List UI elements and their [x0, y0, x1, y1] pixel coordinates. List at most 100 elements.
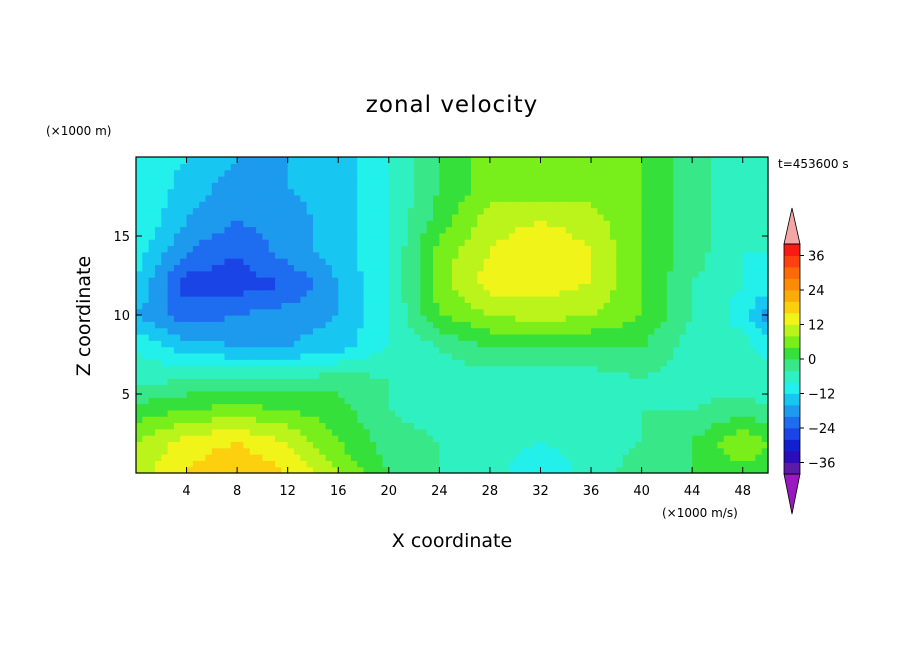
- heatmap-cell: [553, 460, 561, 468]
- heatmap-cell: [388, 378, 396, 386]
- heatmap-cell: [439, 447, 447, 455]
- heatmap-cell: [281, 321, 289, 329]
- heatmap-cell: [306, 384, 314, 392]
- heatmap-cell: [660, 409, 668, 417]
- heatmap-cell: [243, 321, 251, 329]
- heatmap-cell: [597, 397, 605, 405]
- heatmap-cell: [578, 428, 586, 436]
- heatmap-cell: [148, 333, 156, 341]
- heatmap-cell: [218, 289, 226, 297]
- heatmap-cell: [211, 220, 219, 228]
- heatmap-cell: [755, 213, 763, 221]
- heatmap-cell: [369, 207, 377, 215]
- heatmap-cell: [211, 289, 219, 297]
- heatmap-cell: [256, 169, 263, 177]
- heatmap-cell: [382, 245, 390, 253]
- heatmap-cell: [287, 397, 295, 405]
- heatmap-cell: [622, 302, 630, 310]
- heatmap-cell: [338, 175, 346, 183]
- heatmap-cell: [559, 378, 567, 386]
- heatmap-cell: [344, 378, 352, 386]
- heatmap-cell: [477, 283, 485, 291]
- heatmap-cell: [268, 182, 276, 190]
- heatmap-cell: [401, 384, 409, 392]
- heatmap-cell: [635, 226, 643, 234]
- heatmap-cell: [464, 327, 472, 335]
- heatmap-cell: [647, 194, 655, 202]
- heatmap-cell: [148, 194, 156, 202]
- heatmap-cell: [749, 365, 756, 373]
- heatmap-cell: [344, 245, 352, 253]
- heatmap-cell: [464, 157, 472, 164]
- heatmap-cell: [249, 270, 257, 278]
- heatmap-cell: [186, 258, 194, 266]
- heatmap-cell: [445, 182, 453, 190]
- heatmap-cell: [761, 428, 769, 436]
- heatmap-cell: [711, 182, 719, 190]
- heatmap-cell: [679, 466, 687, 474]
- heatmap-cell: [635, 289, 643, 297]
- heatmap-cell: [275, 346, 282, 354]
- heatmap-cell: [395, 175, 403, 183]
- heatmap-cell: [376, 359, 384, 367]
- heatmap-cell: [173, 441, 181, 449]
- heatmap-cell: [376, 258, 384, 266]
- heatmap-cell: [730, 346, 737, 354]
- heatmap-cell: [470, 321, 478, 329]
- heatmap-cell: [452, 409, 459, 417]
- heatmap-cell: [294, 327, 301, 335]
- heatmap-cell: [477, 321, 485, 329]
- heatmap-cell: [597, 188, 605, 196]
- heatmap-cell: [679, 188, 687, 196]
- heatmap-cell: [401, 251, 409, 259]
- heatmap-cell: [647, 346, 655, 354]
- x-axis-label: X coordinate: [392, 530, 512, 552]
- heatmap-cell: [736, 384, 744, 392]
- heatmap-cell: [420, 390, 428, 398]
- heatmap-cell: [673, 466, 681, 474]
- heatmap-cell: [622, 416, 630, 424]
- heatmap-cell: [692, 435, 700, 442]
- heatmap-cell: [154, 365, 162, 373]
- heatmap-cell: [192, 422, 200, 430]
- heatmap-cell: [325, 302, 333, 310]
- heatmap-cell: [591, 422, 598, 430]
- heatmap-cell: [616, 365, 624, 373]
- heatmap-cell: [628, 390, 636, 398]
- heatmap-cell: [464, 340, 472, 348]
- heatmap-cell: [483, 397, 491, 405]
- heatmap-cell: [376, 188, 384, 196]
- heatmap-cell: [534, 175, 542, 183]
- heatmap-cell: [388, 397, 396, 405]
- heatmap-cell: [325, 308, 333, 316]
- heatmap-cell: [287, 169, 295, 177]
- heatmap-cell: [287, 390, 295, 398]
- heatmap-cell: [407, 245, 415, 253]
- heatmap-cell: [502, 213, 510, 221]
- heatmap-cell: [180, 283, 188, 291]
- heatmap-cell: [173, 428, 181, 436]
- heatmap-cell: [496, 194, 504, 202]
- heatmap-cell: [584, 182, 592, 190]
- heatmap-cell: [654, 403, 662, 411]
- heatmap-cell: [294, 175, 301, 183]
- heatmap-cell: [647, 428, 655, 436]
- heatmap-cell: [660, 201, 668, 209]
- heatmap-cell: [230, 390, 238, 398]
- heatmap-cell: [761, 365, 769, 373]
- heatmap-cell: [698, 390, 706, 398]
- heatmap-cell: [173, 308, 181, 316]
- heatmap-cell: [136, 175, 143, 183]
- heatmap-cell: [698, 302, 706, 310]
- heatmap-cell: [496, 270, 504, 278]
- heatmap-cell: [673, 340, 681, 348]
- heatmap-cell: [325, 232, 333, 240]
- heatmap-cell: [281, 232, 289, 240]
- heatmap-cell: [692, 346, 700, 354]
- heatmap-cell: [584, 321, 592, 329]
- heatmap-cell: [319, 182, 327, 190]
- heatmap-cell: [679, 277, 687, 284]
- heatmap-cell: [344, 277, 352, 284]
- heatmap-cell: [433, 270, 440, 278]
- heatmap-cell: [344, 213, 352, 221]
